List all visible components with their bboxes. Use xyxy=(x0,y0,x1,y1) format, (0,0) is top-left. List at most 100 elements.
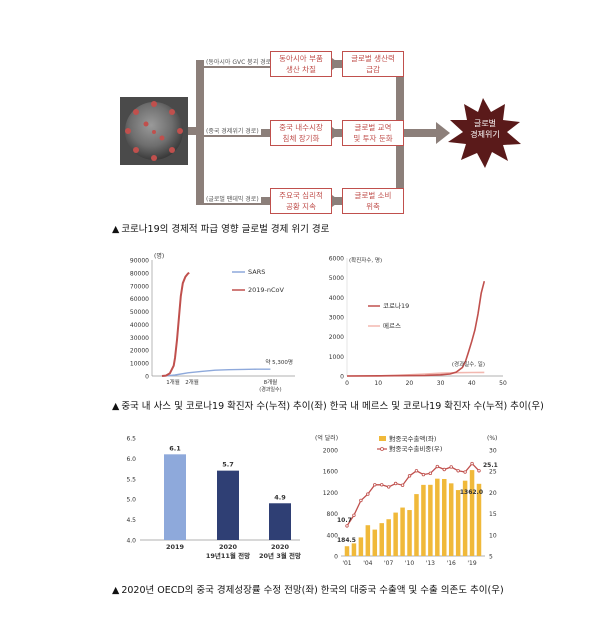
y-tick-label: 1000 xyxy=(329,354,344,361)
y-tick-label: 1600 xyxy=(323,469,338,476)
y-tick-label: 90000 xyxy=(130,258,149,265)
korea-china-export-chart: 0 400 800 1200 1600 2000 5 10 15 20 25 30 (억 달러) (%) '… xyxy=(315,434,498,567)
share-point xyxy=(386,485,391,489)
x-axis-label: (경과일수) xyxy=(259,386,281,393)
y-tick-label: 800 xyxy=(327,511,339,518)
share-point xyxy=(359,498,363,503)
export-bar xyxy=(448,483,454,556)
legend-swatch-export xyxy=(379,436,386,441)
flow-path-label-china: (중국 경제위기 경로) xyxy=(204,126,261,135)
share-point xyxy=(421,472,426,477)
x-tick-label: '04 xyxy=(363,560,372,567)
y-tick-label: 10000 xyxy=(130,361,149,368)
flow-result-label: 글로벌 경제위기 xyxy=(470,119,500,139)
share-point xyxy=(414,469,419,473)
y-tick-label: 5000 xyxy=(329,275,344,282)
bar-value-label: 4.9 xyxy=(274,493,286,501)
y-tick-label: 2000 xyxy=(329,334,344,341)
y-axis-label: (확진자수, 명) xyxy=(349,256,382,264)
x-tick-label: 19년11월 전망 xyxy=(206,551,250,560)
legend-marker-share xyxy=(380,447,384,451)
export-bar xyxy=(476,483,482,556)
x-tick-label: 30 xyxy=(437,380,445,387)
bar-1 xyxy=(217,470,239,540)
x-tick-label: 2020 xyxy=(219,543,238,551)
share-point xyxy=(463,470,467,474)
explosion-shape xyxy=(448,98,521,168)
share-point xyxy=(400,483,405,487)
y2-tick-label: 5 xyxy=(489,554,493,561)
sars-ncov-chart: 0 10000 20000 30000 40000 50000 60000 70000 8000… xyxy=(130,252,295,393)
x-tick-label: 8개월 xyxy=(264,378,278,386)
caption-flow: ▲ 코로나19의 경제적 파급 영향 글로벌 경제 위기 경로 xyxy=(112,224,330,235)
y-tick-label: 6.5 xyxy=(126,436,136,443)
export-bar xyxy=(462,480,468,556)
export-bar xyxy=(435,478,440,556)
export-bar xyxy=(344,546,350,556)
start-export-label: 184.5 xyxy=(337,537,356,544)
export-bar xyxy=(442,478,447,556)
x-tick-label: 2019 xyxy=(166,543,185,551)
y-tick-label: 50000 xyxy=(130,309,149,316)
y-tick-label: 0 xyxy=(334,554,338,561)
annotation-5300: 약 5,300명 xyxy=(265,358,293,366)
x-tick-label: 20년 3월 전망 xyxy=(259,551,301,560)
share-point xyxy=(477,469,481,473)
export-bar xyxy=(358,537,364,556)
share-point xyxy=(428,471,433,476)
x-tick-label: 2개월 xyxy=(185,378,199,386)
y-tick-label: 0 xyxy=(145,374,149,381)
virus-spikes xyxy=(125,101,183,161)
export-bar xyxy=(421,484,426,556)
export-bar xyxy=(393,512,398,556)
y2-tick-label: 30 xyxy=(489,448,497,455)
y-tick-label: 6000 xyxy=(329,256,344,263)
export-bar xyxy=(414,494,419,556)
flow-box-china-domestic: 중국 내수시장 침체 장기화 xyxy=(270,120,332,146)
end-share-label: 25.1 xyxy=(483,462,498,469)
legend-label-covid: 코로나19 xyxy=(383,301,409,310)
flow-path-label-gvc: (동아시아 GVC 붕괴 경로) xyxy=(204,57,276,66)
export-bar xyxy=(400,507,405,556)
share-point xyxy=(380,483,384,487)
bar-value-label: 6.1 xyxy=(169,444,181,452)
bar-2 xyxy=(269,503,291,540)
y-tick-label: 60000 xyxy=(130,296,149,303)
x-tick-label: 1개월 xyxy=(166,378,180,386)
y2-tick-label: 20 xyxy=(489,490,497,497)
export-bar xyxy=(372,529,378,556)
y-axis-label: (명) xyxy=(154,252,164,260)
y-tick-label: 70000 xyxy=(130,283,149,290)
x-tick-label: 0 xyxy=(345,380,349,387)
left-axis-label: (억 달러) xyxy=(315,434,338,442)
share-point xyxy=(373,483,377,487)
export-bar xyxy=(428,484,433,556)
share-point xyxy=(345,524,349,528)
flow-box-global-production: 글로벌 생산력 급감 xyxy=(342,51,404,77)
y-tick-label: 6.0 xyxy=(126,456,136,463)
x-tick-label: '10 xyxy=(405,560,414,567)
flow-path-label-pandemic: (글로벌 팬데믹 경로) xyxy=(204,194,261,203)
x-tick-label: '16 xyxy=(447,560,456,567)
export-bar xyxy=(455,490,461,556)
y-tick-label: 3000 xyxy=(329,315,344,322)
series-line-2019-nCoV xyxy=(161,271,190,377)
x-tick-label: 10 xyxy=(374,380,382,387)
export-bar xyxy=(365,525,371,556)
y-tick-label: 1200 xyxy=(323,490,338,497)
export-bar xyxy=(351,543,357,556)
legend-label-share: 對중국수출비중(우) xyxy=(389,444,442,453)
x-tick-label: 40 xyxy=(468,380,476,387)
y-tick-label: 400 xyxy=(327,532,339,539)
share-point xyxy=(407,474,412,478)
export-bar xyxy=(386,519,391,556)
y-tick-label: 80000 xyxy=(130,270,149,277)
x-tick-label: 20 xyxy=(406,380,414,387)
y-tick-label: 4.0 xyxy=(126,538,136,545)
share-point xyxy=(449,465,453,469)
flow-box-global-trade: 글로벌 교역 및 투자 둔화 xyxy=(342,120,404,146)
share-point xyxy=(456,469,460,473)
legend-label-mers: 메르스 xyxy=(383,322,401,330)
y-tick-label: 2000 xyxy=(323,448,338,455)
